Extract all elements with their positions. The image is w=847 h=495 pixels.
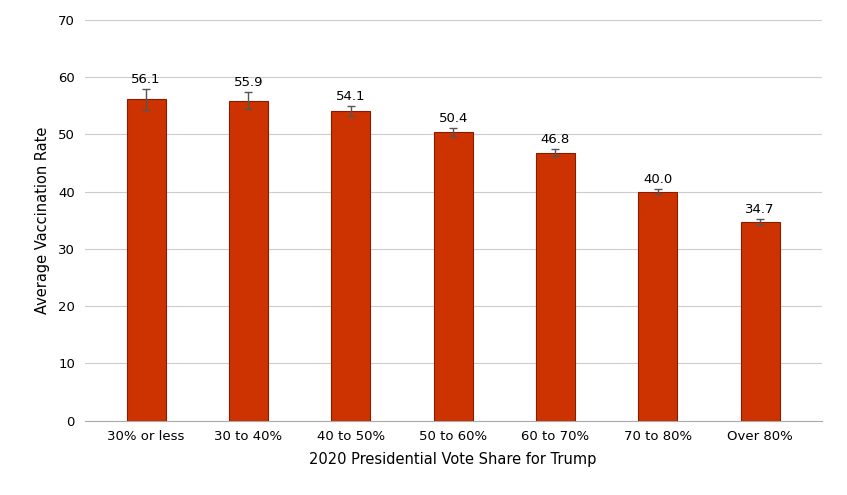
Text: 56.1: 56.1: [131, 73, 161, 86]
Text: 55.9: 55.9: [234, 76, 263, 89]
Text: 54.1: 54.1: [336, 90, 366, 103]
Bar: [639, 192, 678, 421]
Bar: [434, 132, 473, 421]
Bar: [229, 100, 268, 421]
Bar: [741, 222, 779, 421]
Bar: [536, 152, 575, 421]
Text: 46.8: 46.8: [541, 133, 570, 147]
Bar: [331, 111, 370, 421]
Bar: [127, 99, 165, 421]
Y-axis label: Average Vaccination Rate: Average Vaccination Rate: [35, 127, 50, 314]
Text: 34.7: 34.7: [745, 203, 775, 216]
Text: 50.4: 50.4: [439, 112, 468, 125]
Text: 40.0: 40.0: [643, 173, 673, 186]
X-axis label: 2020 Presidential Vote Share for Trump: 2020 Presidential Vote Share for Trump: [309, 452, 597, 467]
